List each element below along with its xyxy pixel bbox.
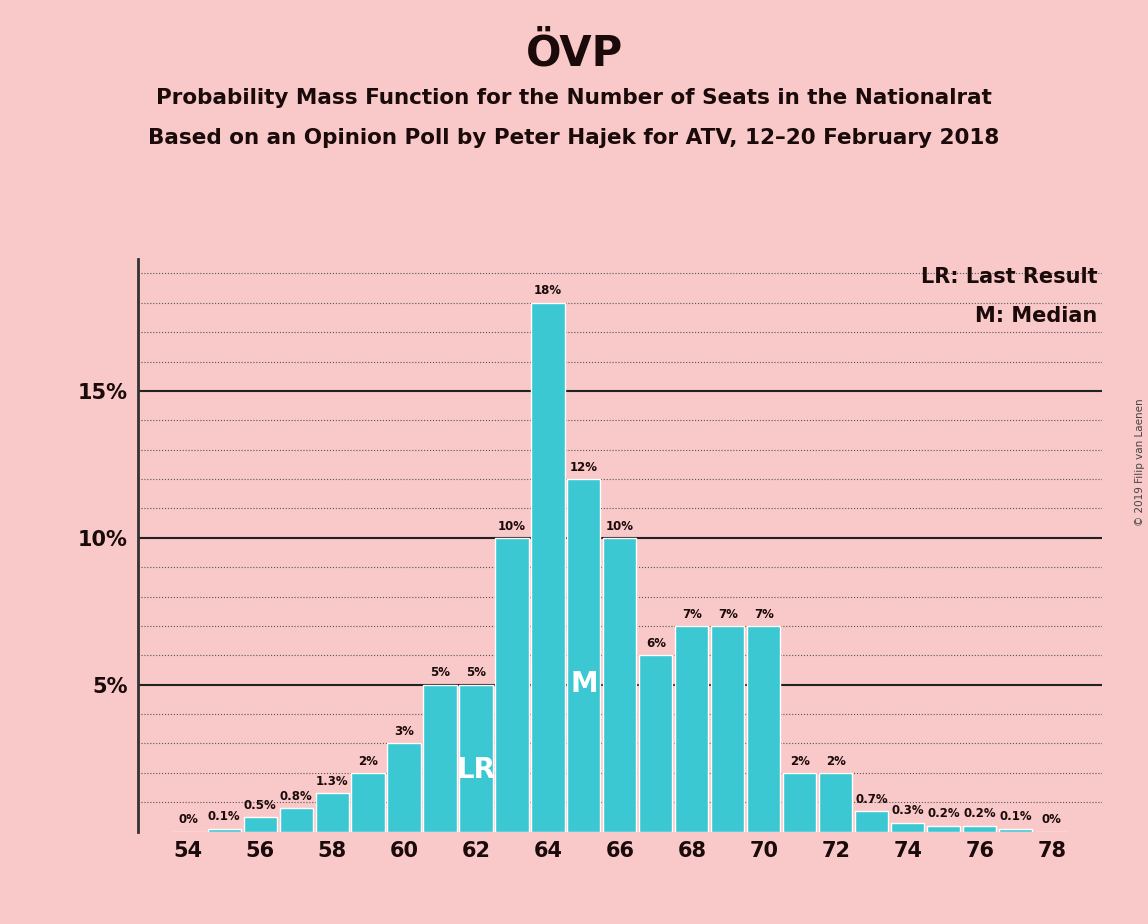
Text: 0.3%: 0.3%	[892, 805, 924, 818]
Text: 0.2%: 0.2%	[928, 808, 960, 821]
Text: 5%: 5%	[430, 666, 450, 679]
Text: 0.7%: 0.7%	[855, 793, 889, 806]
Bar	[532, 303, 565, 832]
Text: 0.1%: 0.1%	[208, 810, 240, 823]
Text: 7%: 7%	[754, 608, 774, 621]
Text: 0.2%: 0.2%	[963, 808, 996, 821]
Bar	[639, 655, 673, 832]
Text: 10%: 10%	[606, 519, 634, 532]
Text: 0%: 0%	[1041, 813, 1062, 826]
Bar	[604, 538, 636, 832]
Bar	[820, 772, 852, 832]
Text: 18%: 18%	[534, 285, 563, 298]
Bar	[783, 772, 816, 832]
Bar	[388, 744, 420, 832]
Bar	[928, 826, 961, 832]
Text: M: M	[571, 670, 598, 698]
Text: 0.5%: 0.5%	[243, 798, 277, 811]
Bar	[963, 826, 996, 832]
Text: 2%: 2%	[825, 755, 846, 768]
Text: 0.1%: 0.1%	[1000, 810, 1032, 823]
Bar	[424, 685, 457, 832]
Bar	[675, 626, 708, 832]
Text: 10%: 10%	[498, 519, 526, 532]
Text: 0.8%: 0.8%	[280, 790, 312, 803]
Text: M: Median: M: Median	[975, 306, 1097, 325]
Bar	[208, 829, 241, 832]
Bar	[567, 479, 600, 832]
Bar	[351, 772, 385, 832]
Bar	[316, 794, 349, 832]
Text: LR: LR	[457, 756, 496, 784]
Bar	[243, 817, 277, 832]
Bar	[279, 808, 312, 832]
Text: 5%: 5%	[466, 666, 486, 679]
Text: 2%: 2%	[790, 755, 809, 768]
Text: 2%: 2%	[358, 755, 378, 768]
Text: Probability Mass Function for the Number of Seats in the Nationalrat: Probability Mass Function for the Number…	[156, 88, 992, 108]
Text: 0%: 0%	[178, 813, 199, 826]
Text: Based on an Opinion Poll by Peter Hajek for ATV, 12–20 February 2018: Based on an Opinion Poll by Peter Hajek …	[148, 128, 1000, 148]
Text: 7%: 7%	[682, 608, 701, 621]
Bar	[459, 685, 492, 832]
Bar	[712, 626, 744, 832]
Text: 12%: 12%	[569, 461, 598, 474]
Text: © 2019 Filip van Laenen: © 2019 Filip van Laenen	[1135, 398, 1145, 526]
Text: 6%: 6%	[646, 637, 666, 650]
Bar	[891, 822, 924, 832]
Text: 1.3%: 1.3%	[316, 775, 348, 788]
Bar	[999, 829, 1032, 832]
Text: 3%: 3%	[394, 725, 414, 738]
Bar	[855, 811, 889, 832]
Bar	[496, 538, 528, 832]
Text: 7%: 7%	[718, 608, 738, 621]
Bar	[747, 626, 781, 832]
Text: LR: Last Result: LR: Last Result	[921, 267, 1097, 287]
Text: ÖVP: ÖVP	[526, 32, 622, 74]
